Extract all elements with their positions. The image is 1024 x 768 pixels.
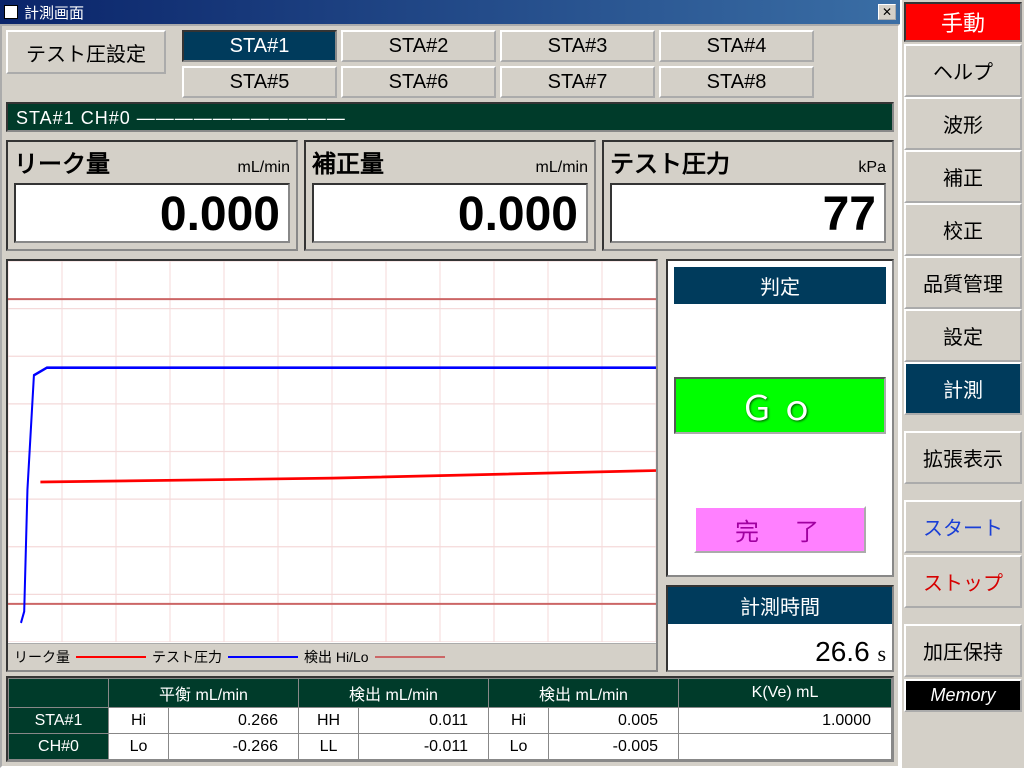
station-button-1[interactable]: STA#1 bbox=[182, 30, 337, 62]
table-cell: LL bbox=[299, 734, 359, 760]
sidebar-button-1[interactable]: 波形 bbox=[904, 97, 1022, 150]
sidebar-button-6[interactable]: 計測 bbox=[904, 362, 1022, 415]
comp-block: 補正量 mL/min 0.000 bbox=[304, 140, 596, 251]
station-button-5[interactable]: STA#5 bbox=[182, 66, 337, 98]
sidebar-button-5[interactable]: 設定 bbox=[904, 309, 1022, 362]
mode-indicator: 手動 bbox=[904, 2, 1022, 42]
chart-legend: リーク量 テスト圧力 検出 Hi/Lo bbox=[8, 642, 656, 670]
judgement-header: 判定 bbox=[674, 267, 886, 304]
station-button-6[interactable]: STA#6 bbox=[341, 66, 496, 98]
legend-label: 検出 Hi/Lo bbox=[304, 647, 369, 667]
table-cell: CH#0 bbox=[9, 734, 109, 760]
app-icon bbox=[4, 5, 18, 19]
pressure-unit: kPa bbox=[858, 159, 886, 177]
table-cell: Lo bbox=[109, 734, 169, 760]
channel-stripe: STA#1 CH#0 ――――――――――― bbox=[6, 102, 894, 132]
memory-button[interactable]: Memory bbox=[904, 679, 1022, 712]
legend-label: リーク量 bbox=[14, 647, 70, 667]
station-button-7[interactable]: STA#7 bbox=[500, 66, 655, 98]
table-cell: 0.266 bbox=[169, 708, 299, 734]
timer-value-num: 26.6 bbox=[815, 636, 870, 667]
close-icon[interactable]: ✕ bbox=[878, 4, 896, 20]
table-cell: -0.005 bbox=[549, 734, 679, 760]
chart-area: リーク量 テスト圧力 検出 Hi/Lo bbox=[6, 259, 658, 672]
timer-value-unit: s bbox=[877, 641, 886, 666]
table-cell: 1.0000 bbox=[679, 708, 892, 734]
pressure-value: 77 bbox=[610, 183, 886, 243]
table-cell: STA#1 bbox=[9, 708, 109, 734]
legend-swatch bbox=[76, 656, 146, 658]
judgement-go: Ｇｏ bbox=[674, 377, 886, 434]
timer-header: 計測時間 bbox=[668, 587, 892, 624]
leak-unit: mL/min bbox=[238, 159, 290, 177]
station-button-2[interactable]: STA#2 bbox=[341, 30, 496, 62]
comp-label: 補正量 bbox=[312, 144, 384, 179]
table-cell: Hi bbox=[109, 708, 169, 734]
station-button-8[interactable]: STA#8 bbox=[659, 66, 814, 98]
legend-swatch bbox=[375, 656, 445, 658]
chart-svg bbox=[8, 261, 656, 642]
sidebar-button-4[interactable]: 品質管理 bbox=[904, 256, 1022, 309]
timer-value: 26.6 s bbox=[668, 634, 892, 670]
judgement-done[interactable]: 完 了 bbox=[694, 506, 866, 553]
leak-value: 0.000 bbox=[14, 183, 290, 243]
data-table: 平衡 mL/min検出 mL/min検出 mL/minK(Ve) mLSTA#1… bbox=[8, 678, 892, 760]
station-button-4[interactable]: STA#4 bbox=[659, 30, 814, 62]
table-cell: -0.011 bbox=[359, 734, 489, 760]
legend-swatch bbox=[228, 656, 298, 658]
window-titlebar: 計測画面 ✕ bbox=[0, 0, 900, 24]
table-cell: 0.005 bbox=[549, 708, 679, 734]
table-cell: Hi bbox=[489, 708, 549, 734]
table-cell: 0.011 bbox=[359, 708, 489, 734]
pressure-label: テスト圧力 bbox=[610, 144, 730, 179]
comp-value: 0.000 bbox=[312, 183, 588, 243]
table-cell: HH bbox=[299, 708, 359, 734]
hold-button[interactable]: 加圧保持 bbox=[904, 624, 1022, 677]
table-cell bbox=[679, 734, 892, 760]
window-title: 計測画面 bbox=[24, 2, 878, 23]
stop-button[interactable]: ストップ bbox=[904, 555, 1022, 608]
timer-panel: 計測時間 26.6 s bbox=[666, 585, 894, 672]
comp-unit: mL/min bbox=[536, 159, 588, 177]
pressure-block: テスト圧力 kPa 77 bbox=[602, 140, 894, 251]
legend-label: テスト圧力 bbox=[152, 647, 222, 667]
leak-label: リーク量 bbox=[14, 144, 110, 179]
table-cell: Lo bbox=[489, 734, 549, 760]
leak-block: リーク量 mL/min 0.000 bbox=[6, 140, 298, 251]
station-button-3[interactable]: STA#3 bbox=[500, 30, 655, 62]
sidebar-extra-button[interactable]: 拡張表示 bbox=[904, 431, 1022, 484]
start-button[interactable]: スタート bbox=[904, 500, 1022, 553]
data-table-wrap: 平衡 mL/min検出 mL/min検出 mL/minK(Ve) mLSTA#1… bbox=[6, 676, 894, 762]
sidebar-button-3[interactable]: 校正 bbox=[904, 203, 1022, 256]
table-cell: -0.266 bbox=[169, 734, 299, 760]
test-pressure-set-button[interactable]: テスト圧設定 bbox=[6, 30, 166, 74]
judgement-panel: 判定 Ｇｏ 完 了 bbox=[666, 259, 894, 577]
sidebar-button-0[interactable]: ヘルプ bbox=[904, 44, 1022, 97]
sidebar-button-2[interactable]: 補正 bbox=[904, 150, 1022, 203]
